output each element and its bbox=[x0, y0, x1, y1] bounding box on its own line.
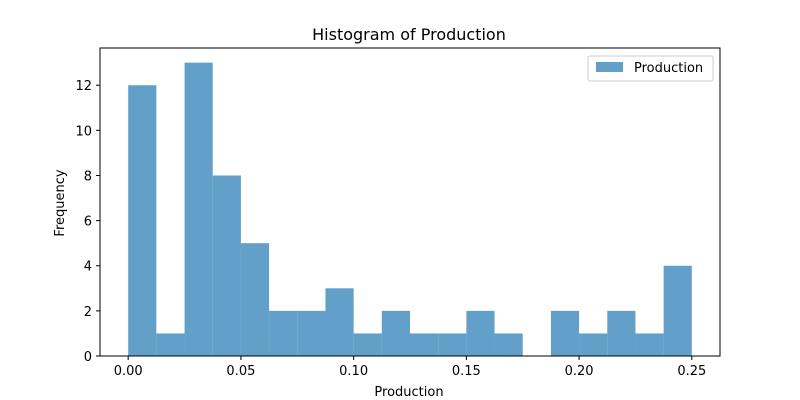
plot-frame bbox=[99, 47, 721, 357]
histogram-bar bbox=[579, 333, 608, 356]
histogram-bar bbox=[184, 62, 213, 357]
y-tick-label: 4 bbox=[84, 260, 92, 275]
histogram-bar bbox=[381, 310, 410, 356]
legend-swatch bbox=[596, 62, 623, 72]
histogram-bar bbox=[494, 333, 523, 356]
x-tick-label: 0.20 bbox=[565, 364, 594, 379]
histogram-bar bbox=[128, 85, 157, 356]
x-tick-label: 0.10 bbox=[339, 364, 368, 379]
y-axis-label: Frequency bbox=[53, 169, 68, 236]
histogram-bar bbox=[438, 333, 467, 356]
histogram-bar bbox=[466, 310, 495, 356]
histogram-bar bbox=[663, 265, 692, 356]
x-axis-ticks: 0.00 0.05 0.10 0.15 0.20 0.25 bbox=[114, 356, 706, 379]
x-tick-label: 0.05 bbox=[226, 364, 255, 379]
x-tick-label: 0.25 bbox=[677, 364, 706, 379]
legend-label: Production bbox=[634, 61, 703, 76]
histogram-bar bbox=[607, 310, 636, 356]
y-tick-label: 2 bbox=[84, 305, 92, 320]
y-tick-label: 0 bbox=[84, 350, 92, 365]
x-axis-label: Production bbox=[374, 385, 443, 400]
y-tick-label: 8 bbox=[84, 169, 92, 184]
y-tick-label: 6 bbox=[84, 215, 92, 230]
histogram-bar bbox=[635, 333, 664, 356]
histogram-bar bbox=[297, 310, 326, 356]
y-tick-label: 10 bbox=[75, 124, 92, 139]
histogram-bar bbox=[410, 333, 439, 356]
x-tick-label: 0.15 bbox=[452, 364, 481, 379]
histogram-bar bbox=[353, 333, 382, 356]
histogram-bar bbox=[156, 333, 185, 356]
histogram-bar bbox=[550, 310, 580, 356]
bars-group bbox=[128, 62, 692, 357]
histogram-bar bbox=[325, 288, 354, 356]
histogram-bar bbox=[212, 175, 241, 356]
histogram-bar bbox=[240, 243, 270, 356]
histogram-bar bbox=[269, 310, 298, 356]
chart-title: Histogram of Production bbox=[312, 25, 506, 44]
y-axis-ticks: 0 2 4 6 8 10 12 bbox=[75, 79, 100, 365]
legend: Production bbox=[587, 55, 714, 82]
y-tick-label: 12 bbox=[75, 79, 92, 94]
x-tick-label: 0.00 bbox=[114, 364, 143, 379]
